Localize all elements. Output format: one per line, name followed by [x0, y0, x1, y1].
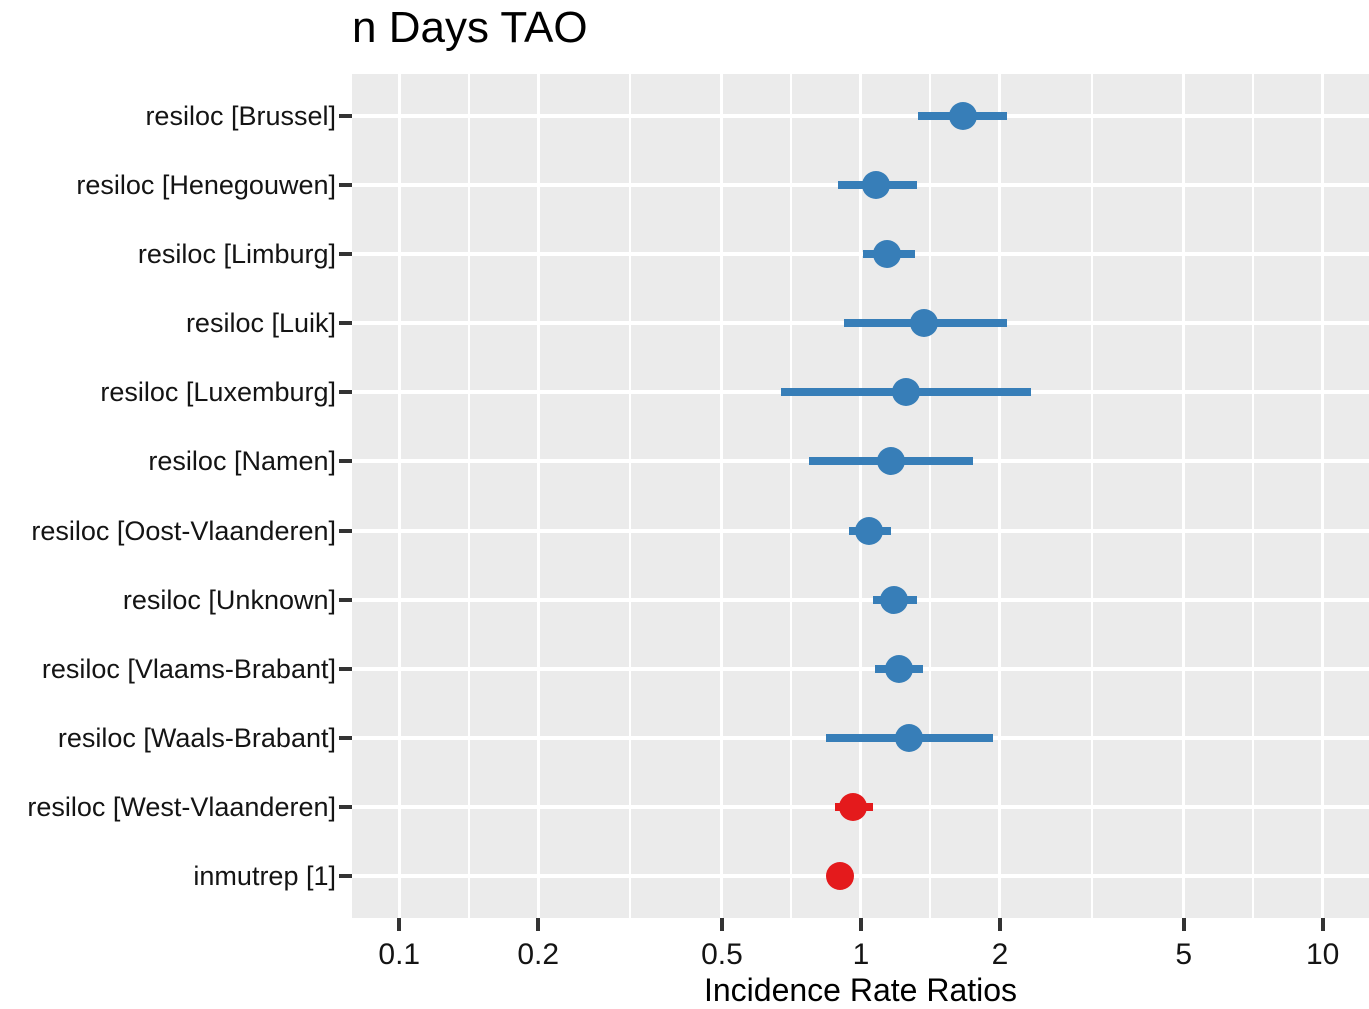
gridline-row-h	[352, 113, 1369, 118]
gridline-row-h	[352, 874, 1369, 879]
gridline-major-v	[859, 74, 863, 918]
y-axis-label: resiloc [Henegouwen]	[76, 169, 336, 200]
y-axis-label: resiloc [Luxemburg]	[100, 377, 336, 408]
x-tick-mark	[1320, 918, 1325, 931]
y-tick-mark	[339, 528, 352, 533]
x-tick-label: 5	[1175, 938, 1193, 971]
x-tick-label: 0.1	[378, 938, 421, 971]
x-tick-label: 2	[991, 938, 1009, 971]
x-tick-label: 1	[852, 938, 870, 971]
estimate-dot	[891, 378, 920, 407]
y-tick-mark	[339, 666, 352, 671]
gridline-major-v	[536, 74, 540, 918]
gridline-minor-v	[929, 74, 932, 918]
estimate-dot	[876, 447, 905, 476]
y-tick-mark	[339, 597, 352, 602]
y-axis-label: resiloc [Brussel]	[145, 100, 336, 131]
y-axis-label: resiloc [Namen]	[148, 446, 336, 477]
gridline-minor-v	[467, 74, 470, 918]
x-tick-label: 10	[1305, 938, 1340, 971]
x-tick-mark	[397, 918, 402, 931]
y-axis-label: resiloc [Waals-Brabant]	[57, 723, 336, 754]
y-axis-label: resiloc [Luik]	[185, 308, 336, 339]
gridline-major-v	[1321, 74, 1325, 918]
gridline-major-v	[1182, 74, 1186, 918]
gridline-row-h	[352, 666, 1369, 671]
gridline-minor-v	[629, 74, 632, 918]
y-tick-mark	[339, 390, 352, 395]
gridline-major-v	[720, 74, 724, 918]
y-tick-mark	[339, 805, 352, 810]
plot-panel	[352, 74, 1369, 918]
y-axis-label: resiloc [Vlaams-Brabant]	[41, 653, 336, 684]
y-tick-mark	[339, 459, 352, 464]
x-tick-mark	[858, 918, 863, 931]
y-tick-mark	[339, 736, 352, 741]
x-tick-mark	[1181, 918, 1186, 931]
estimate-dot	[873, 239, 902, 268]
x-tick-label: 0.5	[701, 938, 743, 971]
x-tick-label: 0.2	[517, 938, 560, 971]
y-tick-mark	[339, 874, 352, 879]
estimate-dot	[838, 793, 867, 822]
y-tick-mark	[339, 251, 352, 256]
estimate-dot	[825, 862, 854, 891]
y-axis-label: resiloc [West-Vlaanderen]	[27, 792, 336, 823]
x-axis-title: Incidence Rate Ratios	[703, 972, 1018, 1008]
estimate-dot	[948, 101, 977, 130]
estimate-dot	[894, 724, 923, 753]
gridline-row-h	[352, 597, 1369, 602]
x-tick-mark	[997, 918, 1002, 931]
y-tick-mark	[339, 182, 352, 187]
x-tick-mark	[536, 918, 541, 931]
estimate-dot	[862, 170, 891, 199]
gridline-major-v	[397, 74, 401, 918]
gridline-minor-v	[1090, 74, 1093, 918]
chart-title: n Days TAO	[352, 3, 588, 52]
gridline-major-v	[998, 74, 1002, 918]
gridline-row-h	[352, 251, 1369, 256]
gridline-minor-v	[790, 74, 793, 918]
y-axis-label: resiloc [Unknown]	[122, 584, 336, 615]
y-axis-label: inmutrep [1]	[193, 861, 336, 892]
estimate-dot	[854, 516, 883, 545]
x-tick-mark	[719, 918, 724, 931]
y-tick-mark	[339, 321, 352, 326]
gridline-minor-v	[1252, 74, 1255, 918]
y-tick-mark	[339, 113, 352, 118]
y-axis-label: resiloc [Limburg]	[137, 238, 336, 269]
y-axis-label: resiloc [Oost-Vlaanderen]	[31, 515, 336, 546]
estimate-dot	[880, 585, 909, 614]
estimate-dot	[910, 309, 939, 338]
estimate-dot	[885, 654, 914, 683]
